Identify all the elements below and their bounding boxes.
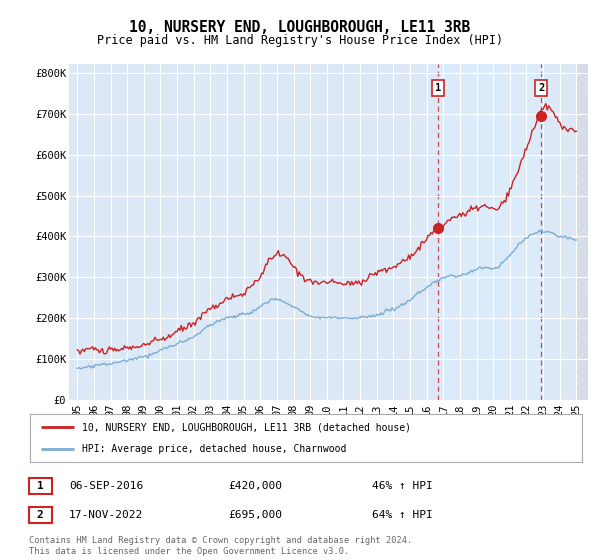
Text: 64% ↑ HPI: 64% ↑ HPI (372, 510, 433, 520)
Text: 2: 2 (538, 83, 544, 93)
Text: 46% ↑ HPI: 46% ↑ HPI (372, 481, 433, 491)
Text: £420,000: £420,000 (228, 481, 282, 491)
Text: 17-NOV-2022: 17-NOV-2022 (69, 510, 143, 520)
Text: £695,000: £695,000 (228, 510, 282, 520)
Text: 1: 1 (434, 83, 441, 93)
Text: Price paid vs. HM Land Registry's House Price Index (HPI): Price paid vs. HM Land Registry's House … (97, 34, 503, 46)
Bar (577, 64, 588, 400)
Text: 2: 2 (37, 510, 44, 520)
Text: 10, NURSERY END, LOUGHBOROUGH, LE11 3RB (detached house): 10, NURSERY END, LOUGHBOROUGH, LE11 3RB … (82, 422, 412, 432)
Text: 06-SEP-2016: 06-SEP-2016 (69, 481, 143, 491)
Text: Contains HM Land Registry data © Crown copyright and database right 2024.
This d: Contains HM Land Registry data © Crown c… (29, 536, 412, 556)
Bar (438, 64, 541, 400)
Text: HPI: Average price, detached house, Charnwood: HPI: Average price, detached house, Char… (82, 444, 347, 454)
Text: 10, NURSERY END, LOUGHBOROUGH, LE11 3RB: 10, NURSERY END, LOUGHBOROUGH, LE11 3RB (130, 20, 470, 35)
Text: 1: 1 (37, 481, 44, 491)
